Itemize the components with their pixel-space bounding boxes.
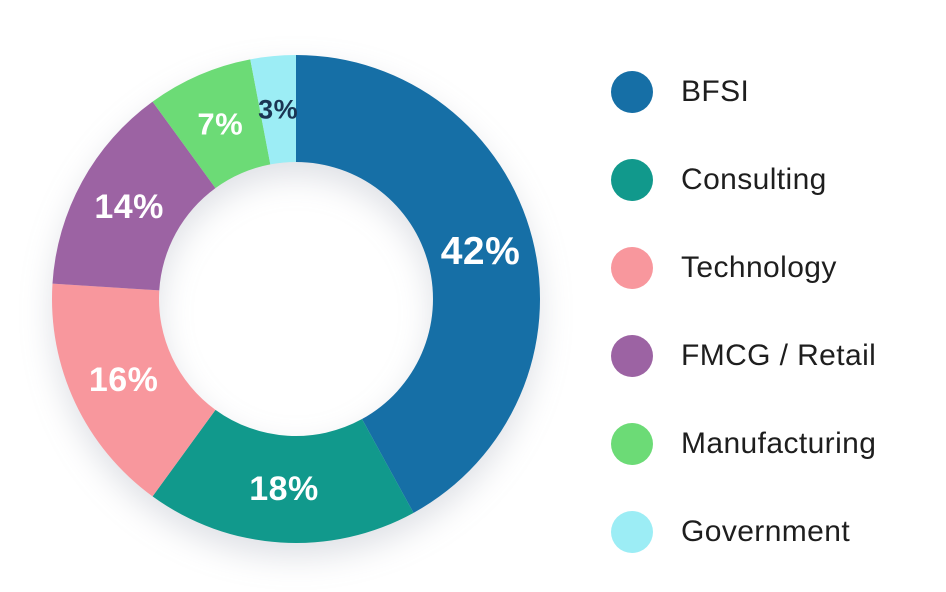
donut-segment-technology (51, 283, 216, 497)
legend-item-manufacturing: Manufacturing (611, 400, 876, 488)
legend-label-bfsi: BFSI (681, 75, 750, 108)
legend-swatch-consulting (611, 159, 653, 201)
legend-swatch-fmcg-retail (611, 335, 653, 377)
segment-label-manufacturing: 7% (197, 107, 243, 142)
segment-label-bfsi: 42% (441, 230, 521, 273)
legend-label-government: Government (681, 515, 851, 548)
donut-segment-consulting (152, 409, 414, 544)
legend-swatch-bfsi (611, 71, 653, 113)
legend-label-fmcg-retail: FMCG / Retail (681, 339, 877, 372)
legend-label-consulting: Consulting (681, 163, 827, 196)
donut-segment-manufacturing (152, 59, 271, 189)
legend-label-technology: Technology (681, 251, 837, 284)
chart-legend: BFSI Consulting Technology FMCG / Retail Man… (611, 48, 876, 576)
donut-segment-bfsi (296, 55, 541, 513)
legend-swatch-manufacturing (611, 423, 653, 465)
legend-swatch-government (611, 511, 653, 553)
legend-item-fmcg-retail: FMCG / Retail (611, 312, 876, 400)
segment-label-fmcg-retail: 14% (94, 188, 164, 226)
donut-chart: 42% 18% 16% 14% 7% 3% (51, 55, 541, 544)
legend-swatch-technology (611, 247, 653, 289)
segment-label-government: 3% (258, 94, 298, 124)
donut-segment-fmcg-retail (52, 101, 216, 291)
legend-item-consulting: Consulting (611, 136, 876, 224)
legend-label-manufacturing: Manufacturing (681, 427, 877, 460)
legend-item-government: Government (611, 488, 876, 576)
segment-label-technology: 16% (89, 361, 159, 399)
donut-segment-government (250, 55, 296, 165)
legend-item-technology: Technology (611, 224, 876, 312)
legend-item-bfsi: BFSI (611, 48, 876, 136)
segment-label-consulting: 18% (249, 470, 319, 508)
